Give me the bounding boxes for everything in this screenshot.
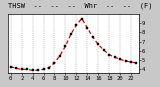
Text: THSW  --  --  --  Whr  --  --  (F): THSW -- -- -- Whr -- -- (F) — [8, 3, 152, 9]
